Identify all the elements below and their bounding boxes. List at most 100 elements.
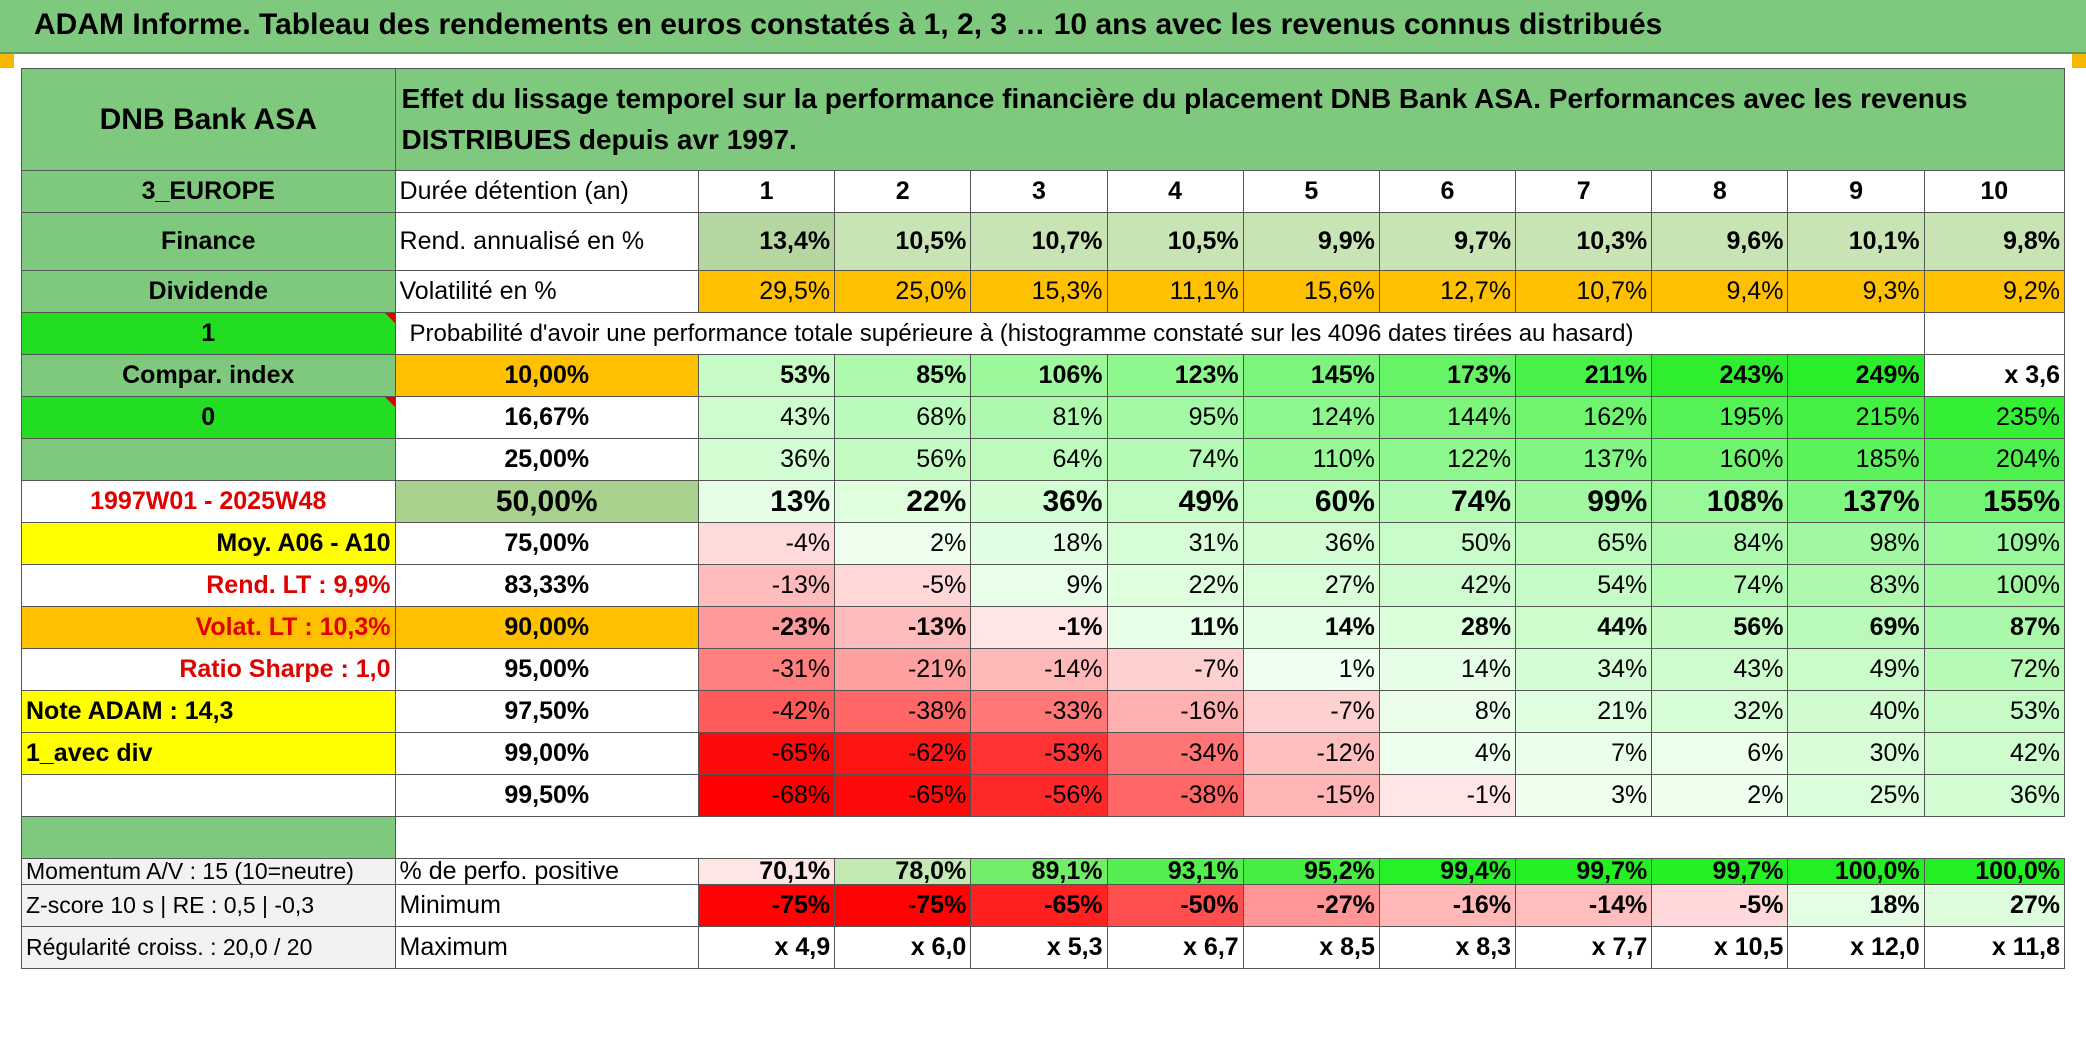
quantile-value: 74% bbox=[1106, 438, 1244, 481]
type-label: Dividende bbox=[21, 270, 396, 313]
quantile-value: -38% bbox=[1106, 774, 1244, 817]
quantile-value: 204% bbox=[1923, 438, 2066, 481]
table-row: Ratio Sharpe : 1,0 95,00% -31% -21% -14% -7% 1… bbox=[21, 648, 2066, 691]
annualized-return-value: 9,6% bbox=[1651, 212, 1789, 271]
year-header: 4 bbox=[1106, 170, 1244, 213]
quantile-value: 6% bbox=[1651, 732, 1789, 775]
year-header: 9 bbox=[1787, 170, 1925, 213]
year-header: 5 bbox=[1242, 170, 1380, 213]
table-row: 1997W01 - 2025W48 50,00% 13% 22% 36% 49% 60% 74… bbox=[21, 480, 2066, 523]
quantile-value: -13% bbox=[834, 606, 972, 649]
quantile-value: 65% bbox=[1515, 522, 1653, 565]
quantile-label: 97,50% bbox=[394, 690, 699, 733]
quantile-value: 155% bbox=[1923, 480, 2066, 523]
quantile-value: -1% bbox=[1378, 774, 1517, 817]
maximum-value: x 12,0 bbox=[1787, 926, 1925, 969]
quantile-value: 14% bbox=[1242, 606, 1380, 649]
annualized-return-value: 10,7% bbox=[970, 212, 1108, 271]
volatility-value: 15,6% bbox=[1242, 270, 1380, 313]
quantile-value: 84% bbox=[1651, 522, 1789, 565]
flag-zero-value: 0 bbox=[21, 396, 396, 439]
volatility-value: 9,4% bbox=[1651, 270, 1789, 313]
volatility-label: Volatilité en % bbox=[394, 270, 699, 313]
sharpe-ratio: Ratio Sharpe : 1,0 bbox=[21, 648, 396, 691]
quantile-value: -5% bbox=[834, 564, 972, 607]
flag-value: 1 bbox=[21, 312, 396, 355]
quantile-value: 34% bbox=[1515, 648, 1653, 691]
quantile-value: 69% bbox=[1787, 606, 1925, 649]
quantile-label: 95,00% bbox=[394, 648, 699, 691]
quantile-value: 98% bbox=[1787, 522, 1925, 565]
table-row: Dividende Volatilité en % 29,5% 25,0% 15,3% 1… bbox=[21, 270, 2066, 313]
quantile-value: -53% bbox=[970, 732, 1108, 775]
empty-label bbox=[21, 438, 396, 481]
quantile-value: 100% bbox=[1923, 564, 2066, 607]
positive-perf-value: 100,0% bbox=[1923, 858, 2066, 885]
spacer-cell bbox=[395, 816, 2065, 859]
quantile-value: 110% bbox=[1242, 438, 1380, 481]
quantile-value: 32% bbox=[1651, 690, 1789, 733]
quantile-value: 95% bbox=[1106, 396, 1244, 439]
quantile-value: -1% bbox=[970, 606, 1108, 649]
year-header: 7 bbox=[1515, 170, 1653, 213]
quantile-value: 36% bbox=[1923, 774, 2066, 817]
quantile-value: 64% bbox=[970, 438, 1108, 481]
quantile-value: 137% bbox=[1787, 480, 1925, 523]
volatility-value: 15,3% bbox=[970, 270, 1108, 313]
minimum-value: 18% bbox=[1787, 884, 1925, 927]
minimum-label: Minimum bbox=[394, 884, 699, 927]
quantile-value: 49% bbox=[1787, 648, 1925, 691]
annualized-return-value: 13,4% bbox=[697, 212, 836, 271]
table-row: Moy. A06 - A10 75,00% -4% 2% 18% 31% 36% 50% 65%… bbox=[21, 522, 2066, 565]
quantile-value: 36% bbox=[697, 438, 836, 481]
quantile-value: 30% bbox=[1787, 732, 1925, 775]
quantile-value: 56% bbox=[1651, 606, 1789, 649]
quantile-label: 99,50% bbox=[394, 774, 699, 817]
maximum-value: x 6,7 bbox=[1106, 926, 1244, 969]
quantile-value: 31% bbox=[1106, 522, 1244, 565]
empty-cell bbox=[1923, 312, 2066, 355]
quantile-value: 72% bbox=[1923, 648, 2066, 691]
positive-perf-value: 99,7% bbox=[1515, 858, 1653, 885]
sector-label: Finance bbox=[21, 212, 396, 271]
positive-perf-value: 99,4% bbox=[1378, 858, 1517, 885]
positive-perf-value: 89,1% bbox=[970, 858, 1108, 885]
quantile-value: 44% bbox=[1515, 606, 1653, 649]
long-term-return: Rend. LT : 9,9% bbox=[21, 564, 396, 607]
quantile-value: -42% bbox=[697, 690, 836, 733]
quantile-value: 145% bbox=[1242, 354, 1380, 397]
quantile-value: 99% bbox=[1515, 480, 1653, 523]
quantile-label: 75,00% bbox=[394, 522, 699, 565]
quantile-value: 36% bbox=[970, 480, 1108, 523]
quantile-value: 108% bbox=[1651, 480, 1789, 523]
quantile-value: -65% bbox=[834, 774, 972, 817]
annualized-return-value: 10,1% bbox=[1787, 212, 1925, 271]
maximum-value: x 8,5 bbox=[1242, 926, 1380, 969]
quantile-value: 106% bbox=[970, 354, 1108, 397]
empty-label bbox=[21, 774, 396, 817]
positive-perf-value: 70,1% bbox=[697, 858, 836, 885]
year-header: 3 bbox=[970, 170, 1108, 213]
volatility-value: 11,1% bbox=[1106, 270, 1244, 313]
positive-perf-value: 93,1% bbox=[1106, 858, 1244, 885]
quantile-value: 185% bbox=[1787, 438, 1925, 481]
table-row: 99,50% -68% -65% -56% -38% -15% -1% 3% 2% 25% 36% bbox=[21, 774, 2066, 817]
table-row: 0 16,67% 43% 68% 81% 95% 124% 144% 162% 195% 215% 2… bbox=[21, 396, 2066, 439]
quantile-value: 13% bbox=[697, 480, 836, 523]
quantile-value: 49% bbox=[1106, 480, 1244, 523]
quantile-value: -7% bbox=[1106, 648, 1244, 691]
quantile-value: -15% bbox=[1242, 774, 1380, 817]
quantile-value: 162% bbox=[1515, 396, 1653, 439]
quantile-value: 7% bbox=[1515, 732, 1653, 775]
table-row: 1_avec div 99,00% -65% -62% -53% -34% -12% 4% 7%… bbox=[21, 732, 2066, 775]
quantile-value: 3% bbox=[1515, 774, 1653, 817]
year-header: 1 bbox=[697, 170, 836, 213]
quantile-value: 235% bbox=[1923, 396, 2066, 439]
quantile-value: 74% bbox=[1378, 480, 1517, 523]
quantile-value: -65% bbox=[697, 732, 836, 775]
probability-caption: Probabilité d'avoir une performance tota… bbox=[394, 312, 1925, 355]
quantile-value: -68% bbox=[697, 774, 836, 817]
table-row: Compar. index 10,00% 53% 85% 106% 123% 145% 173… bbox=[21, 354, 2066, 397]
quantile-value: 2% bbox=[1651, 774, 1789, 817]
period-label: 1997W01 - 2025W48 bbox=[21, 480, 396, 523]
